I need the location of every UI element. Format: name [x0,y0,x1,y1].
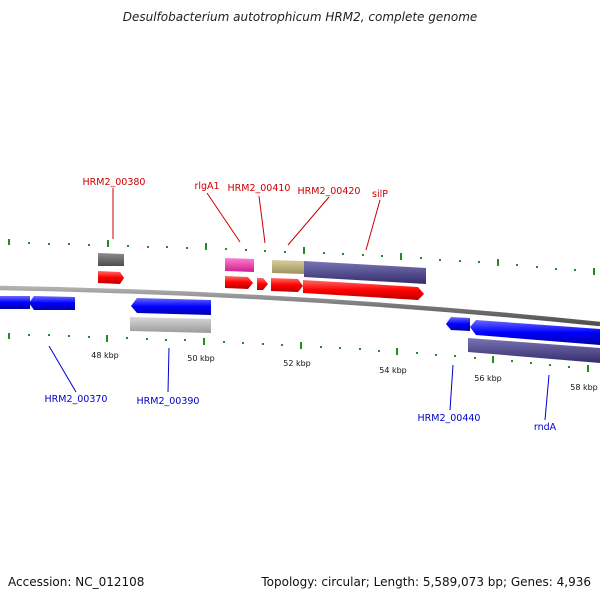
forward-features [98,253,426,284]
genome-backbone [0,285,600,327]
gene-HRM2-00380-feature[interactable] [98,253,124,266]
gene-rndA-feature[interactable] [468,338,600,363]
gene-HRM2-00370-cds-b[interactable] [29,296,75,310]
scale-label-50kbp: 50 kbp [187,354,215,363]
gene-HRM2-00420-cds[interactable] [271,278,303,292]
top-callouts [112,188,381,251]
genome-title: Desulfobacterium autotrophicum HRM2, com… [122,10,478,24]
gene-rlgA1-feature[interactable] [225,258,254,272]
gene-rlgA1-cds[interactable] [225,276,253,289]
forward-genes [98,271,424,300]
topology-info: Topology: circular; Length: 5,589,073 bp… [261,575,591,589]
accession-info: Accession: NC_012108 [8,575,145,589]
label-HRM2-00420[interactable]: HRM2_00420 [298,186,361,197]
bottom-tick-track [8,333,589,372]
label-rndA[interactable]: rndA [534,422,557,433]
bottom-gene-labels: HRM2_00370 HRM2_00390 HRM2_00440 rndA [45,394,557,433]
scale-label-52kbp: 52 kbp [283,359,311,368]
reverse-features [130,317,600,363]
label-HRM2-00380[interactable]: HRM2_00380 [83,177,146,188]
label-HRM2-00370[interactable]: HRM2_00370 [45,394,108,405]
bottom-callouts [48,345,550,421]
gene-rndA-cds[interactable] [470,320,600,345]
gene-silP-cds[interactable] [303,280,424,300]
label-rlgA1[interactable]: rlgA1 [194,181,219,192]
gene-HRM2-00420-feature[interactable] [272,260,304,274]
gene-HRM2-00440-cds[interactable] [446,317,470,331]
scale-label-48kbp: 48 kbp [91,351,119,360]
scale-label-54kbp: 54 kbp [379,366,407,375]
label-silP[interactable]: silP [372,189,388,200]
label-HRM2-00440[interactable]: HRM2_00440 [418,413,481,424]
reverse-genes [0,296,600,345]
gene-HRM2-00410-cds[interactable] [257,278,268,290]
gene-HRM2-00380-cds[interactable] [98,271,124,284]
label-HRM2-00410[interactable]: HRM2_00410 [228,183,291,194]
gene-HRM2-00370-cds-a[interactable] [0,296,30,309]
scale-label-58kbp: 58 kbp [570,383,598,392]
gene-silP-feature[interactable] [304,261,426,284]
top-tick-track [8,239,595,275]
scale-label-56kbp: 56 kbp [474,374,502,383]
gene-HRM2-00390-cds[interactable] [131,298,211,315]
gene-HRM2-00390-feature[interactable] [130,317,211,333]
scale-labels: 48 kbp 50 kbp 52 kbp 54 kbp 56 kbp 58 kb… [91,351,598,392]
label-HRM2-00390[interactable]: HRM2_00390 [137,396,200,407]
top-gene-labels: HRM2_00380 rlgA1 HRM2_00410 HRM2_00420 s… [83,177,389,200]
